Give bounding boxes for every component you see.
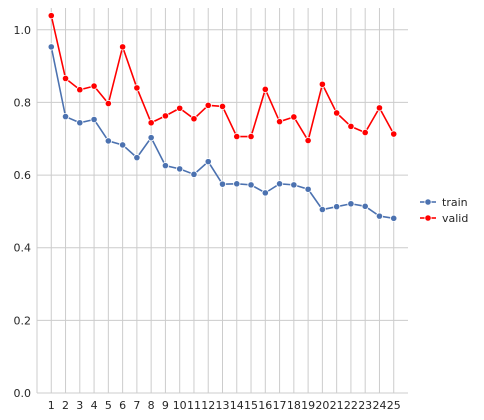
data-point-train — [361, 202, 369, 210]
data-point-valid — [361, 128, 369, 137]
legend-label-train: train — [442, 196, 468, 209]
x-tick-label: 25 — [387, 399, 401, 412]
data-point-valid — [119, 43, 127, 51]
data-point-train — [104, 137, 112, 145]
data-point-train — [275, 180, 284, 188]
y-tick-labels: 0.0 0.2 0.4 0.6 0.8 1.0 — [14, 24, 32, 400]
y-tick-label: 0.0 — [14, 387, 32, 400]
x-tick-label: 5 — [105, 399, 112, 412]
x-tick-label: 14 — [230, 399, 244, 412]
data-point-train — [204, 158, 212, 166]
x-tick-label: 15 — [244, 399, 258, 412]
data-point-train — [347, 200, 355, 208]
data-point-train — [375, 212, 384, 220]
data-point-train — [47, 43, 55, 51]
data-point-train — [304, 185, 312, 193]
y-tick-label: 0.8 — [14, 96, 32, 109]
data-point-valid — [233, 132, 241, 141]
data-point-valid — [275, 118, 284, 126]
x-tick-label: 23 — [358, 399, 372, 412]
data-point-valid — [161, 112, 170, 120]
x-tick-label: 1 — [48, 399, 55, 412]
x-tick-label: 12 — [201, 399, 215, 412]
data-point-valid — [375, 104, 384, 112]
x-tick-label: 2 — [62, 399, 69, 412]
x-tick-label: 16 — [258, 399, 272, 412]
data-point-valid — [133, 84, 141, 92]
x-tick-label: 11 — [187, 399, 201, 412]
legend-marker-valid — [424, 214, 432, 222]
data-point-valid — [261, 85, 269, 93]
x-tick-label: 22 — [344, 399, 358, 412]
data-point-valid — [347, 122, 355, 131]
x-tick-label: 7 — [133, 399, 140, 412]
y-tick-label: 1.0 — [14, 24, 32, 37]
data-point-valid — [61, 74, 70, 83]
x-tick-label: 10 — [173, 399, 187, 412]
data-point-train — [76, 119, 84, 127]
data-point-train — [119, 141, 127, 149]
legend: train valid — [420, 196, 468, 225]
data-point-train — [233, 180, 241, 188]
data-point-valid — [147, 119, 155, 127]
x-tick-label: 6 — [119, 399, 126, 412]
data-point-train — [318, 205, 326, 214]
data-point-train — [176, 165, 184, 173]
data-point-train — [247, 181, 255, 189]
data-point-valid — [176, 104, 184, 112]
x-tick-label: 9 — [162, 399, 169, 412]
data-point-train — [290, 181, 298, 189]
data-point-valid — [290, 113, 298, 121]
x-gridlines — [50, 8, 395, 393]
data-point-train — [61, 112, 70, 121]
data-point-train — [190, 170, 198, 178]
data-point-valid — [318, 80, 326, 88]
x-tick-label: 19 — [301, 399, 315, 412]
data-point-valid — [104, 99, 112, 108]
y-tick-label: 0.2 — [14, 314, 32, 327]
x-tick-label: 17 — [273, 399, 287, 412]
x-tick-label: 13 — [216, 399, 230, 412]
x-tick-label: 8 — [148, 399, 155, 412]
x-tick-label: 3 — [76, 399, 83, 412]
data-point-train — [161, 162, 170, 170]
data-point-valid — [218, 102, 227, 111]
x-tick-label: 4 — [91, 399, 98, 412]
x-tick-label: 21 — [330, 399, 344, 412]
data-point-valid — [190, 115, 198, 123]
axes — [36, 8, 408, 394]
data-point-valid — [333, 109, 341, 117]
data-point-train — [147, 134, 155, 142]
data-point-valid — [204, 101, 212, 109]
data-point-valid — [47, 12, 55, 20]
data-point-train — [261, 189, 269, 197]
y-tick-label: 0.6 — [14, 169, 32, 182]
y-tick-label: 0.4 — [14, 242, 32, 255]
data-series — [47, 12, 398, 222]
legend-label-valid: valid — [442, 212, 468, 225]
data-point-train — [218, 180, 227, 188]
data-point-valid — [304, 136, 312, 145]
legend-marker-train — [424, 198, 432, 206]
data-point-valid — [390, 130, 398, 138]
data-point-valid — [247, 132, 255, 141]
x-tick-label: 20 — [315, 399, 329, 412]
x-tick-labels: 1 2 3 4 5 6 7 8 9 10 11 12 13 14 15 16 17 18 19 20 21 22 23 24 2… — [48, 399, 401, 412]
data-point-valid — [76, 86, 84, 94]
data-point-train — [333, 203, 341, 211]
data-point-train — [133, 154, 141, 162]
x-tick-label: 18 — [287, 399, 301, 412]
data-point-train — [90, 115, 98, 124]
x-tick-label: 24 — [372, 399, 386, 412]
data-point-valid — [90, 82, 98, 90]
data-point-train — [390, 214, 398, 222]
